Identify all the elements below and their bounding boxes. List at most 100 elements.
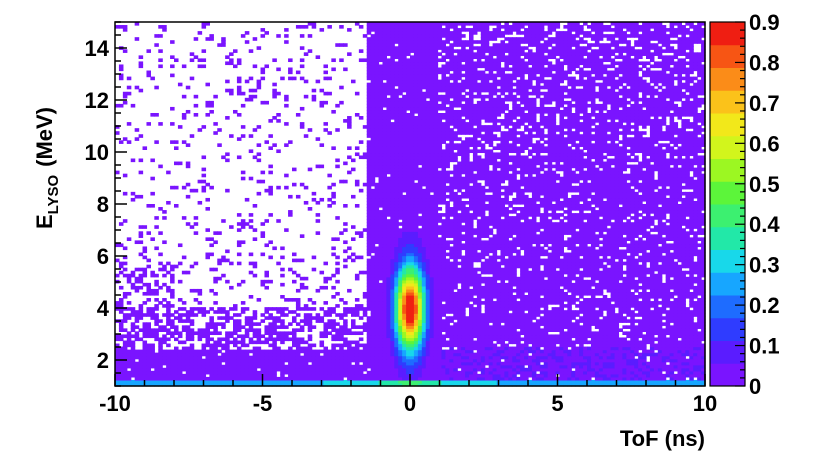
heatmap-cell (256, 328, 262, 332)
heatmap-cell (681, 367, 686, 372)
heatmap-cell (579, 376, 584, 381)
heatmap-cell (472, 307, 478, 311)
heatmap-cell (457, 288, 462, 293)
heatmap-cell (665, 310, 671, 314)
heatmap-cell (130, 379, 136, 384)
heatmap-cell (339, 373, 344, 378)
heatmap-cell (268, 364, 273, 369)
heatmap-cell (126, 273, 132, 278)
heatmap-cell (170, 304, 175, 308)
heatmap-cell (622, 361, 627, 366)
heatmap-cell (693, 301, 698, 305)
heatmap-cell (410, 379, 415, 384)
heatmap-cell (174, 325, 179, 329)
heatmap-cell (488, 376, 494, 381)
heatmap-cell (331, 358, 336, 363)
heatmap-cell (115, 367, 120, 372)
heatmap-cell (248, 376, 254, 381)
heatmap-cell (531, 379, 537, 384)
heatmap-cell (122, 273, 128, 278)
heatmap-cell (142, 358, 148, 363)
heatmap-cell (461, 361, 466, 366)
heatmap-cell (244, 361, 250, 366)
heatmap-cell (264, 349, 269, 354)
heatmap-cell (500, 267, 505, 272)
heatmap-cell (559, 288, 564, 293)
heatmap-cell (264, 358, 269, 363)
heatmap-cell (264, 285, 269, 290)
heatmap-cell (693, 364, 698, 369)
heatmap-cell (118, 361, 124, 366)
heatmap-cell (292, 382, 297, 387)
heatmap-cell (516, 361, 521, 366)
heatmap-cell (158, 376, 163, 381)
heatmap-cell (634, 325, 639, 329)
heatmap-cell (213, 382, 218, 387)
heatmap-cell (146, 264, 151, 269)
heatmap-cell (524, 313, 529, 317)
heatmap-cell (177, 382, 183, 387)
heatmap-cell (559, 367, 564, 372)
heatmap-cell (233, 337, 238, 342)
heatmap-cell (622, 376, 627, 381)
heatmap-cell (162, 373, 167, 378)
heatmap-cell (504, 343, 509, 348)
heatmap-cell (689, 310, 694, 314)
heatmap-cell (217, 364, 222, 369)
heatmap-cell (213, 370, 218, 375)
heatmap-cell (362, 270, 368, 275)
heatmap-cell (606, 267, 612, 272)
heatmap-cell (642, 367, 647, 372)
heatmap-cell (563, 373, 568, 378)
heatmap-cell (299, 337, 305, 342)
heatmap-cell (673, 367, 679, 372)
heatmap-cell (697, 331, 702, 336)
heatmap-cell (276, 379, 281, 384)
heatmap-cell (366, 258, 372, 263)
heatmap-cell (602, 373, 608, 378)
heatmap-cell (122, 340, 128, 345)
heatmap-cell (217, 337, 222, 342)
heatmap-cell (394, 379, 399, 384)
heatmap-cell (244, 382, 250, 387)
heatmap-cell (130, 370, 136, 375)
heatmap-cell (292, 373, 297, 378)
heatmap-cell (319, 307, 325, 311)
heatmap-cell (488, 382, 494, 387)
heatmap-cell (138, 376, 144, 381)
heatmap-cell (693, 379, 698, 384)
heatmap-cell (496, 361, 502, 366)
heatmap-cell (697, 367, 702, 372)
heatmap-cell (398, 370, 403, 375)
heatmap-cell (488, 373, 494, 378)
heatmap-cell (634, 313, 639, 317)
heatmap-cell (319, 364, 325, 369)
heatmap-cell (311, 358, 317, 363)
heatmap-cell (162, 298, 167, 302)
heatmap-cell (209, 367, 214, 372)
heatmap-cell (394, 361, 399, 366)
heatmap-cell (260, 252, 266, 257)
heatmap-cell (594, 298, 600, 302)
heatmap-cell (229, 331, 234, 336)
heatmap-cell (189, 343, 195, 348)
heatmap-cell (630, 310, 635, 314)
heatmap-cell (315, 382, 321, 387)
heatmap-cell (205, 361, 210, 366)
heatmap-cell (528, 361, 533, 366)
heatmap-cell (681, 373, 686, 378)
heatmap-cell (331, 334, 336, 339)
heatmap-cell (272, 358, 277, 363)
heatmap-cell (504, 258, 509, 263)
heatmap-cell (118, 298, 124, 302)
heatmap-cell (587, 340, 592, 345)
heatmap-cell (425, 361, 431, 366)
heatmap-cell (638, 376, 643, 381)
heatmap-cell (268, 307, 273, 311)
heatmap-cell (453, 376, 458, 381)
heatmap-cell (653, 379, 659, 384)
heatmap-cell (166, 270, 171, 275)
heatmap-cell (575, 310, 580, 314)
heatmap-cell (516, 379, 521, 384)
heatmap-cell (158, 361, 163, 366)
